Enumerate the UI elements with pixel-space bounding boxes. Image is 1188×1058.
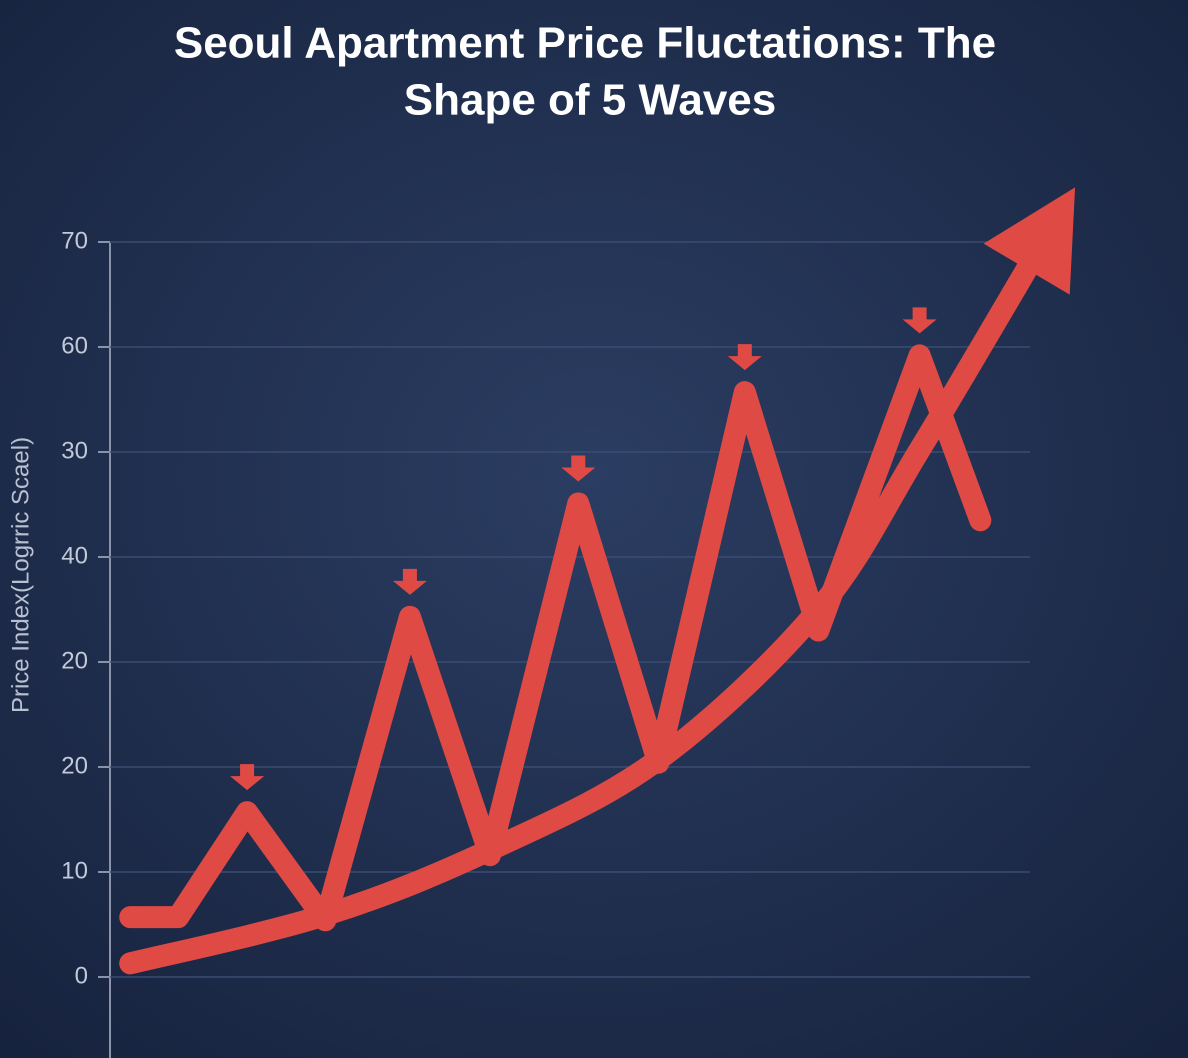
arrow-head: [983, 187, 1076, 295]
y-tick-label: 20: [61, 647, 88, 674]
peak-marker: [727, 344, 762, 371]
trend-line: [119, 228, 1056, 975]
y-tick-label: 60: [61, 332, 88, 359]
y-tick-label: 40: [61, 542, 88, 569]
peak-marker: [230, 764, 265, 791]
y-tick-label: 10: [61, 857, 88, 884]
peak-marker: [902, 307, 937, 334]
y-tick-label: 20: [61, 752, 88, 779]
peak-marker: [561, 455, 596, 482]
peak-marker: [392, 568, 427, 595]
chart-title: Seoul Apartment Price Fluctations: The: [174, 19, 996, 68]
y-tick-label: 70: [61, 227, 88, 254]
y-axis-label: Price Index(Logrric Scael): [7, 437, 34, 713]
y-tick-label: 0: [75, 962, 88, 989]
chart-title: Shape of 5 Waves: [404, 76, 777, 125]
y-tick-label: 30: [61, 437, 88, 464]
